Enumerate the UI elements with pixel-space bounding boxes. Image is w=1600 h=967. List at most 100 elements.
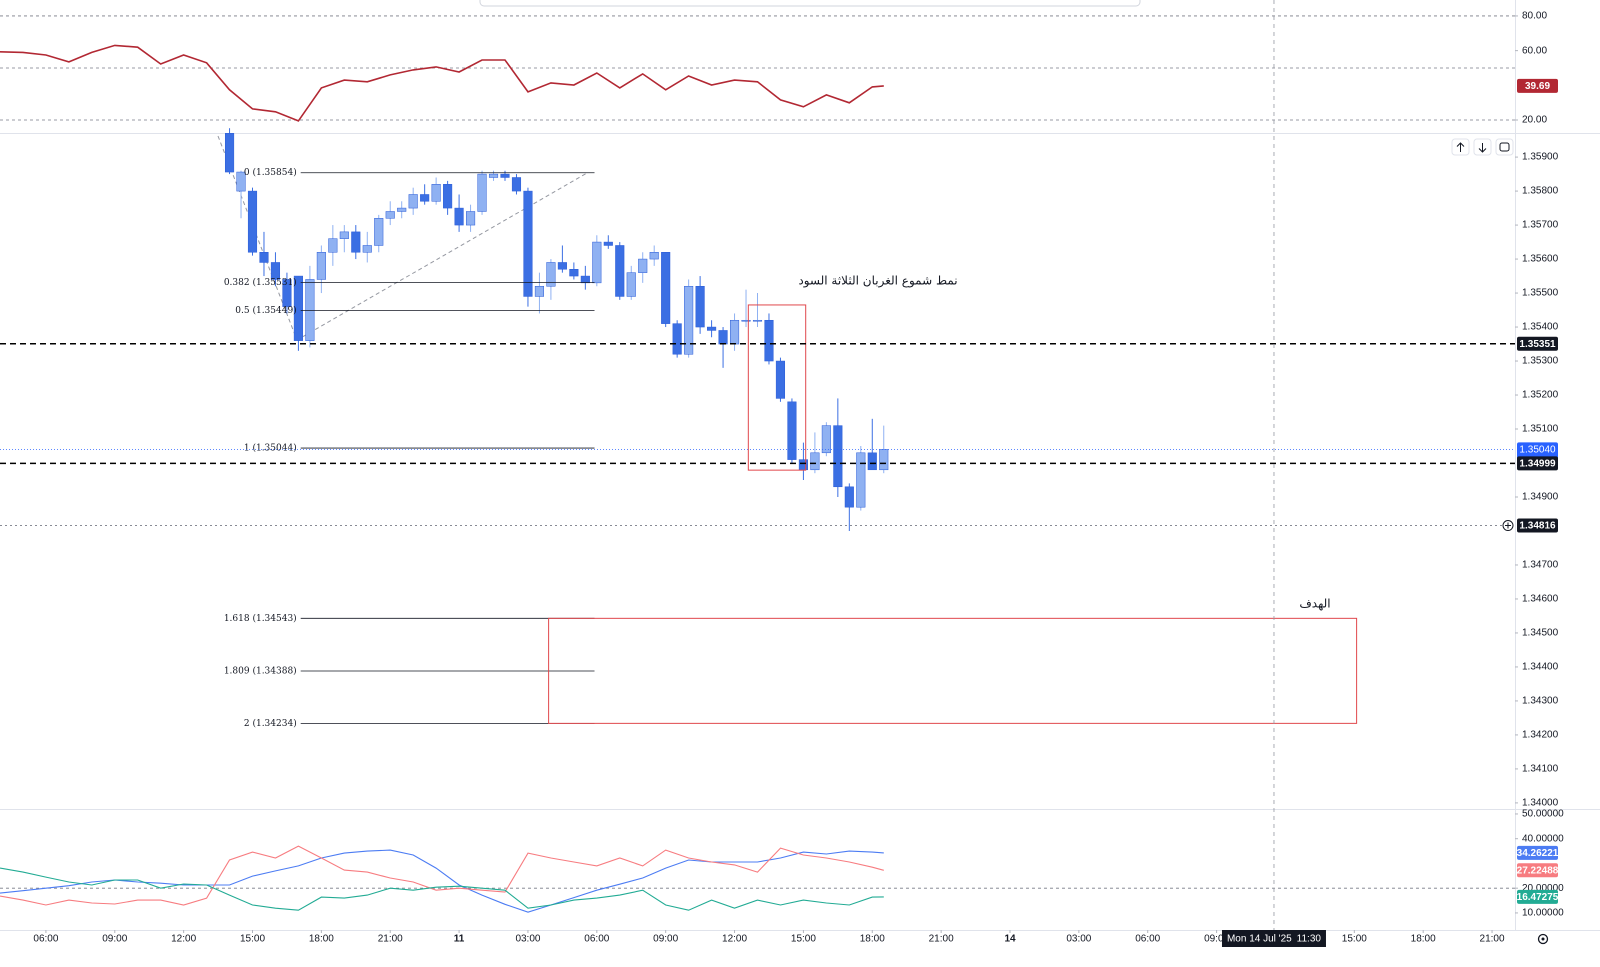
y-tick-label: 1.34300: [1522, 696, 1559, 707]
candle-body: [523, 190, 533, 297]
fib-label: 0.382 (1.35531): [224, 277, 297, 288]
price-tag: [1517, 845, 1558, 860]
x-tick-label: 18:00: [309, 934, 334, 945]
x-tick-label: 11: [454, 934, 465, 945]
candle-body: [844, 486, 854, 508]
arrow-down-icon: [1478, 143, 1487, 153]
candle-body: [316, 252, 326, 280]
candle-body: [282, 279, 292, 307]
candle-body: [879, 449, 889, 471]
fib-label: 1.809 (1.34388): [224, 666, 297, 677]
price-tag: [1517, 518, 1558, 533]
candle-body: [649, 252, 659, 260]
x-tick-label: 06:00: [33, 934, 58, 945]
price-tag-label: 39.69: [1525, 81, 1550, 92]
candle-body: [775, 360, 786, 399]
y-tick-label: 20.00: [1522, 115, 1547, 126]
fib-label: 1.618 (1.34543): [224, 613, 297, 624]
candle-body: [293, 275, 303, 341]
maximize-button[interactable]: [1495, 138, 1514, 156]
candle-body: [695, 286, 705, 328]
pane-buttons: [1451, 138, 1514, 156]
x-tick-label: 14: [1004, 934, 1016, 945]
x-tick-label: 06:00: [584, 934, 609, 945]
candle-body: [397, 207, 407, 212]
x-tick-label: 09:00: [1204, 934, 1229, 945]
candle-body: [546, 262, 556, 287]
candle-body: [557, 262, 567, 270]
target-annotation: الهدف: [1299, 597, 1330, 611]
candle-body: [270, 262, 281, 280]
y-tick-label: 40.00000: [1522, 833, 1564, 844]
price-tag: [1517, 863, 1558, 878]
x-tick-label: 15:00: [240, 934, 265, 945]
y-tick-label: 1.35200: [1522, 390, 1559, 401]
highlight-box: [747, 304, 807, 471]
indicator-line: [0, 44, 884, 122]
y-tick-label: 10.00000: [1522, 908, 1564, 919]
y-tick-label: 1.34900: [1522, 492, 1559, 503]
y-tick-label: 1.35800: [1522, 186, 1559, 197]
y-tick-label: 1.35400: [1522, 322, 1559, 333]
x-tick-label: 21:00: [929, 934, 954, 945]
y-tick-label: 1.34200: [1522, 730, 1559, 741]
crosshair-time: 11:30: [1297, 934, 1322, 945]
candle-body: [661, 252, 671, 324]
price-tag-label: 27.22488: [1517, 865, 1559, 876]
candle-body: [718, 330, 728, 345]
x-tick-label: 09:00: [102, 934, 127, 945]
candle-body: [477, 173, 487, 212]
candle-body: [534, 286, 544, 297]
y-tick-label: 1.35900: [1522, 152, 1559, 163]
x-tick-label: 15:00: [1342, 934, 1367, 945]
x-tick-label: 03:00: [515, 934, 540, 945]
candle-body: [764, 319, 774, 362]
candle-body: [729, 319, 740, 345]
candle-body: [626, 272, 636, 297]
y-tick-label: 1.34500: [1522, 628, 1559, 639]
gear-icon: [1537, 933, 1549, 945]
candle-body: [592, 241, 602, 284]
indicator-line: [0, 849, 884, 913]
y-tick-label: 20.00000: [1522, 883, 1564, 894]
y-tick-label: 1.34100: [1522, 764, 1559, 775]
y-tick-label: 1.35100: [1522, 424, 1559, 435]
y-tick-label: 1.35600: [1522, 254, 1559, 265]
toolbar[interactable]: [479, 0, 1141, 7]
x-tick-label: 12:00: [722, 934, 747, 945]
candle-body: [603, 241, 613, 246]
price-tag: [1517, 456, 1558, 471]
settings-button[interactable]: [1537, 933, 1549, 945]
price-tag-label: 1.34999: [1519, 458, 1556, 469]
y-tick-label: 1.34600: [1522, 594, 1559, 605]
candle-body: [638, 258, 648, 273]
fib-label: 0.5 (1.35449): [235, 305, 296, 316]
y-tick-label: 1.35300: [1522, 356, 1559, 367]
x-tick-label: 09:00: [653, 934, 678, 945]
candle-body: [580, 275, 590, 284]
candle-body: [684, 286, 694, 355]
candle-body: [810, 452, 820, 471]
candle-body: [259, 252, 269, 263]
last-price-label: 1.35040: [1519, 445, 1556, 456]
candle-body: [431, 184, 441, 202]
price-tag-label: 1.34816: [1519, 521, 1556, 532]
candle-body: [454, 207, 464, 226]
candle-body: [443, 184, 453, 209]
candle-body: [741, 319, 751, 322]
candle-body: [408, 194, 418, 209]
candle-body: [833, 425, 843, 488]
candle-body: [511, 177, 522, 192]
x-tick-label: 15:00: [791, 934, 816, 945]
y-tick-label: 60.00: [1522, 45, 1547, 56]
y-tick-label: 1.34700: [1522, 560, 1559, 571]
y-tick-label: 1.35500: [1522, 288, 1559, 299]
crosshair-date: Mon 14 Jul '25: [1227, 934, 1292, 945]
add-alert-plus: [1505, 522, 1511, 529]
candle-body: [385, 211, 395, 219]
indicator-line: [0, 845, 884, 906]
x-tick-label: 03:00: [1066, 934, 1091, 945]
y-tick-label: 1.34000: [1522, 798, 1559, 809]
